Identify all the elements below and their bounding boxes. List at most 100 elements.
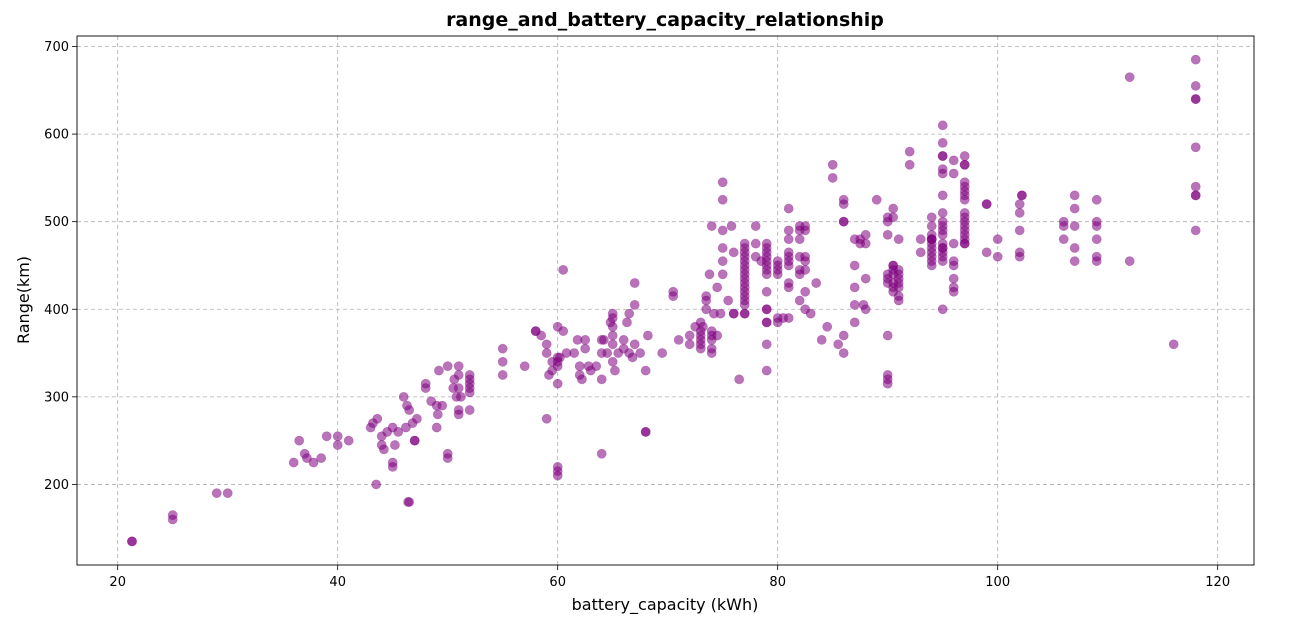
- data-point: [1069, 221, 1080, 231]
- data-point: [431, 422, 442, 433]
- data-point: [937, 190, 948, 201]
- data-point: [726, 221, 737, 231]
- data-point: [1014, 199, 1025, 210]
- data-point: [552, 470, 563, 481]
- data-point: [627, 352, 638, 363]
- data-point: [717, 256, 728, 266]
- data-point: [1014, 225, 1025, 236]
- data-point: [308, 457, 319, 468]
- data-point: [816, 335, 827, 345]
- data-point: [555, 352, 565, 363]
- data-point: [629, 278, 640, 288]
- data-point: [1069, 190, 1080, 201]
- data-point: [888, 203, 899, 214]
- data-point: [706, 221, 717, 231]
- data-point: [926, 234, 937, 245]
- data-point: [893, 295, 904, 306]
- y-axis-label: Range(km): [14, 256, 33, 344]
- data-point: [893, 282, 904, 293]
- data-point: [1190, 225, 1201, 236]
- data-point: [772, 269, 783, 280]
- data-point: [860, 238, 871, 249]
- data-point: [657, 348, 668, 358]
- data-point: [761, 286, 772, 297]
- data-point: [981, 199, 992, 210]
- data-point: [1091, 221, 1102, 231]
- data-point: [684, 330, 695, 341]
- data-point: [882, 229, 893, 240]
- data-point: [926, 221, 937, 231]
- data-point: [127, 536, 137, 547]
- data-point: [332, 440, 343, 450]
- data-point: [1168, 339, 1179, 350]
- data-point: [580, 343, 591, 354]
- x-tick-label: 120: [1205, 575, 1230, 590]
- data-point: [761, 317, 772, 328]
- data-point: [1190, 142, 1201, 153]
- data-point: [442, 361, 453, 372]
- data-point: [497, 343, 508, 354]
- data-point: [717, 177, 728, 188]
- data-point: [1091, 234, 1102, 245]
- data-point: [622, 317, 632, 328]
- data-point: [398, 391, 409, 402]
- data-point: [640, 426, 651, 437]
- data-point: [783, 225, 794, 236]
- data-point: [838, 330, 849, 341]
- data-point: [948, 155, 959, 166]
- y-tick-label: 700: [44, 40, 69, 55]
- data-point: [827, 159, 838, 170]
- data-point: [849, 282, 860, 293]
- data-point: [610, 365, 620, 376]
- data-point: [695, 343, 706, 354]
- data-point: [698, 321, 708, 332]
- data-point: [948, 286, 959, 297]
- data-point: [849, 317, 860, 328]
- data-point: [783, 234, 794, 245]
- data-point: [959, 194, 970, 205]
- data-point: [811, 278, 822, 288]
- y-axis-ticks: 200 300 400 500 600 700: [44, 40, 77, 493]
- data-point: [453, 370, 464, 380]
- data-point: [904, 146, 915, 157]
- data-point: [343, 435, 354, 446]
- data-point: [1069, 243, 1080, 253]
- data-point: [1190, 181, 1201, 192]
- data-point: [607, 330, 618, 341]
- data-point: [937, 151, 948, 161]
- data-point: [577, 374, 587, 385]
- data-point: [783, 313, 794, 323]
- data-point: [301, 453, 312, 464]
- data-point: [833, 339, 844, 350]
- data-point: [569, 348, 580, 358]
- data-point: [288, 457, 299, 468]
- data-point: [618, 335, 629, 345]
- data-point: [715, 308, 726, 319]
- data-point: [948, 168, 959, 179]
- data-point: [712, 330, 723, 341]
- data-point: [750, 221, 761, 231]
- data-point: [838, 216, 849, 227]
- data-point: [497, 370, 508, 380]
- data-point: [519, 361, 530, 372]
- data-point: [222, 488, 233, 499]
- y-tick-label: 200: [44, 478, 69, 493]
- data-point: [316, 453, 327, 464]
- data-point: [849, 260, 860, 271]
- data-point: [591, 361, 602, 372]
- data-point: [432, 409, 443, 420]
- data-point: [959, 159, 970, 170]
- data-point: [701, 304, 712, 315]
- x-axis-ticks: 20 40 60 80 100 120: [109, 565, 1230, 590]
- data-point: [761, 304, 772, 315]
- data-point: [321, 431, 332, 442]
- data-point: [800, 264, 811, 275]
- data-point: [882, 378, 893, 389]
- data-point: [404, 405, 415, 415]
- data-point: [389, 440, 400, 450]
- data-point: [596, 448, 607, 459]
- y-tick-label: 400: [44, 303, 69, 318]
- data-point: [1017, 190, 1027, 201]
- data-point: [453, 361, 464, 372]
